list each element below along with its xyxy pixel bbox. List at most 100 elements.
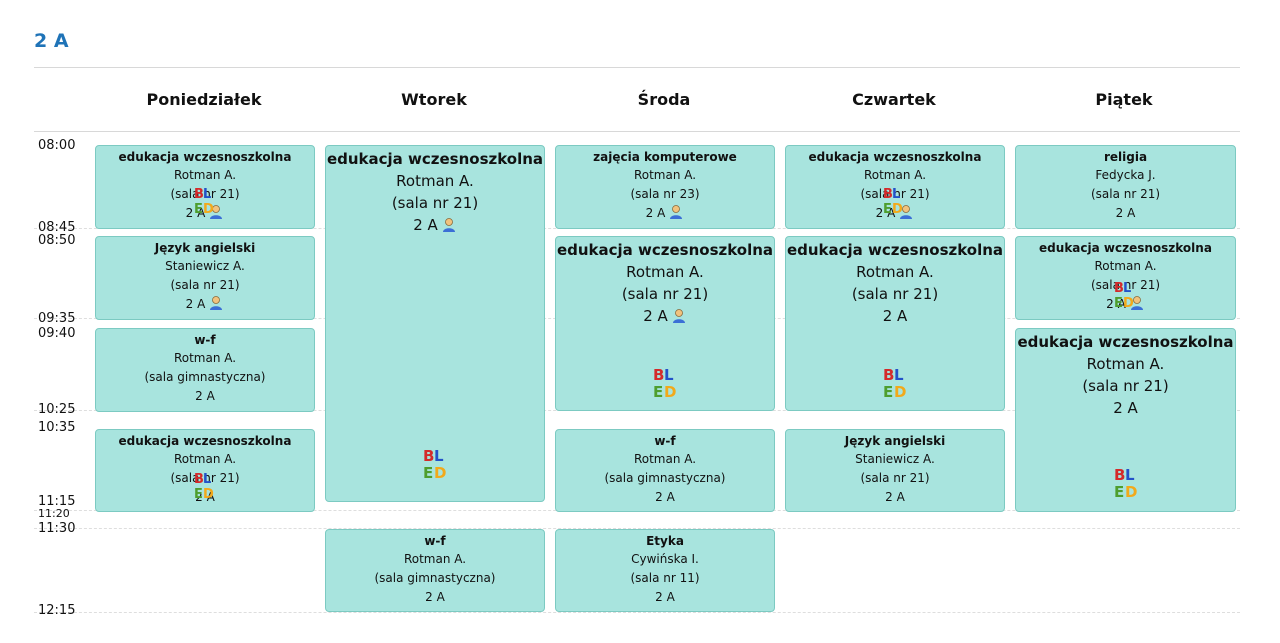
lesson-subject: edukacja wczesnoszkolna xyxy=(118,434,292,448)
lesson-room: (sala nr 21) xyxy=(851,285,939,303)
lesson-room: (sala gimnastyczna) xyxy=(604,471,726,485)
lesson-room: (sala nr 11) xyxy=(630,571,700,585)
lesson-room: (sala nr 21) xyxy=(621,285,709,303)
lesson-group: 2 A xyxy=(185,206,206,220)
lesson-group: 2 A xyxy=(195,490,215,504)
lesson-card[interactable]: edukacja wczesnoszkolna Rotman A. (sala … xyxy=(1015,236,1236,320)
class-title: 2 A xyxy=(34,30,69,52)
lesson-card[interactable]: Etyka Cywińska I. (sala nr 11) 2 A xyxy=(555,529,775,612)
lesson-card[interactable]: w-f Rotman A. (sala gimnastyczna) 2 A xyxy=(555,429,775,512)
lesson-card[interactable]: w-f Rotman A. (sala gimnastyczna) 2 A xyxy=(95,328,315,412)
divider xyxy=(34,67,1240,68)
lesson-teacher: Rotman A. xyxy=(856,263,934,281)
lesson-teacher: Rotman A. xyxy=(863,168,927,182)
lesson-card[interactable]: edukacja wczesnoszkolna Rotman A. (sala … xyxy=(785,145,1005,229)
lesson-subject: edukacja wczesnoszkolna xyxy=(326,150,544,168)
lesson-group: 2 A xyxy=(645,206,666,220)
day-header-thursday: Czwartek xyxy=(852,90,936,109)
lesson-teacher: Rotman A. xyxy=(1094,259,1157,273)
lesson-card[interactable]: Język angielski Staniewicz A. (sala nr 2… xyxy=(95,236,315,320)
lesson-card[interactable]: edukacja wczesnoszkolna Rotman A. (sala … xyxy=(95,429,315,512)
lesson-group: 2 A xyxy=(413,216,438,234)
day-header-wednesday: Środa xyxy=(637,90,691,109)
lesson-card[interactable]: zajęcia komputerowe Rotman A. (sala nr 2… xyxy=(555,145,775,229)
lesson-room: (sala nr 21) xyxy=(1082,377,1169,395)
lesson-room: (sala nr 21) xyxy=(1090,278,1161,292)
lesson-room: (sala nr 21) xyxy=(860,471,930,485)
lesson-card[interactable]: edukacja wczesnoszkolna Rotman A. (sala … xyxy=(325,145,545,502)
lesson-room: (sala nr 21) xyxy=(170,187,240,201)
lesson-card[interactable]: edukacja wczesnoszkolna Rotman A. (sala … xyxy=(1015,328,1236,512)
lesson-teacher: Cywińska I. xyxy=(631,552,699,566)
lesson-teacher: Staniewicz A. xyxy=(165,259,245,273)
lesson-subject: Etyka xyxy=(646,534,684,548)
lesson-card[interactable]: Język angielski Staniewicz A. (sala nr 2… xyxy=(785,429,1005,512)
lesson-subject: zajęcia komputerowe xyxy=(593,150,737,164)
day-header-friday: Piątek xyxy=(1095,90,1153,109)
lesson-teacher: Staniewicz A. xyxy=(855,452,935,466)
lesson-group: 2 A xyxy=(1113,399,1138,417)
lesson-subject: edukacja wczesnoszkolna xyxy=(808,150,982,164)
lesson-room: (sala nr 21) xyxy=(1090,187,1161,201)
time-label: 08:00 xyxy=(38,138,76,153)
lesson-group: 2 A xyxy=(875,206,896,220)
lesson-group: 2 A xyxy=(185,297,206,311)
lesson-subject: edukacja wczesnoszkolna xyxy=(786,241,1004,259)
lesson-room: (sala nr 21) xyxy=(170,471,240,485)
lesson-subject: Język angielski xyxy=(154,241,256,255)
day-header-monday: Poniedziałek xyxy=(146,90,262,109)
lesson-room: (sala gimnastyczna) xyxy=(144,370,266,384)
lesson-card[interactable]: religia Fedycka J. (sala nr 21) 2 A xyxy=(1015,145,1236,229)
lesson-room: (sala gimnastyczna) xyxy=(374,571,496,585)
lesson-card[interactable]: edukacja wczesnoszkolna Rotman A. (sala … xyxy=(95,145,315,229)
time-label: 08:45 xyxy=(38,220,76,235)
lesson-group: 2 A xyxy=(425,590,445,604)
person-icon xyxy=(670,205,683,219)
person-icon xyxy=(442,218,455,232)
gridline xyxy=(34,612,1240,613)
person-icon xyxy=(210,296,223,310)
lesson-subject: w-f xyxy=(424,534,446,548)
lesson-group: 2 A xyxy=(195,389,215,403)
lesson-teacher: Rotman A. xyxy=(633,168,697,182)
lesson-teacher: Rotman A. xyxy=(1086,355,1165,373)
lesson-teacher: Rotman A. xyxy=(633,452,697,466)
person-icon xyxy=(672,309,685,323)
lesson-teacher: Rotman A. xyxy=(173,351,237,365)
lesson-room: (sala nr 21) xyxy=(860,187,930,201)
time-label: 10:35 xyxy=(38,420,76,435)
lesson-group: 2 A xyxy=(655,590,675,604)
lesson-group: 2 A xyxy=(885,490,905,504)
time-label: 09:40 xyxy=(38,326,76,341)
lesson-card[interactable]: w-f Rotman A. (sala gimnastyczna) 2 A xyxy=(325,529,545,612)
day-header-tuesday: Wtorek xyxy=(401,90,467,109)
person-icon xyxy=(1130,296,1143,310)
lesson-subject: w-f xyxy=(654,434,676,448)
lesson-room: (sala nr 23) xyxy=(630,187,700,201)
lesson-group: 2 A xyxy=(1115,206,1136,220)
person-icon xyxy=(210,205,223,219)
person-icon xyxy=(900,205,913,219)
time-label: 09:35 xyxy=(38,311,76,326)
time-label: 10:25 xyxy=(38,402,76,417)
lesson-subject: edukacja wczesnoszkolna xyxy=(1017,333,1234,351)
lesson-card[interactable]: edukacja wczesnoszkolna Rotman A. (sala … xyxy=(555,236,775,411)
lesson-subject: w-f xyxy=(194,333,216,347)
lesson-subject: edukacja wczesnoszkolna xyxy=(118,150,292,164)
lesson-group: 2 A xyxy=(882,307,908,325)
time-label: 11:20 xyxy=(38,507,70,520)
lesson-teacher: Rotman A. xyxy=(173,168,237,182)
lesson-subject: Język angielski xyxy=(844,434,946,448)
lesson-group: 2 A xyxy=(643,307,668,325)
lesson-teacher: Rotman A. xyxy=(403,552,467,566)
lesson-room: (sala nr 21) xyxy=(170,278,240,292)
lesson-card[interactable]: edukacja wczesnoszkolna Rotman A. (sala … xyxy=(785,236,1005,411)
